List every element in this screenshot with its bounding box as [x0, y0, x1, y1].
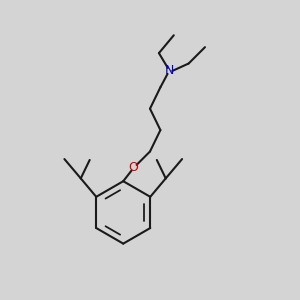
Text: O: O: [129, 161, 139, 174]
Text: N: N: [165, 64, 174, 77]
